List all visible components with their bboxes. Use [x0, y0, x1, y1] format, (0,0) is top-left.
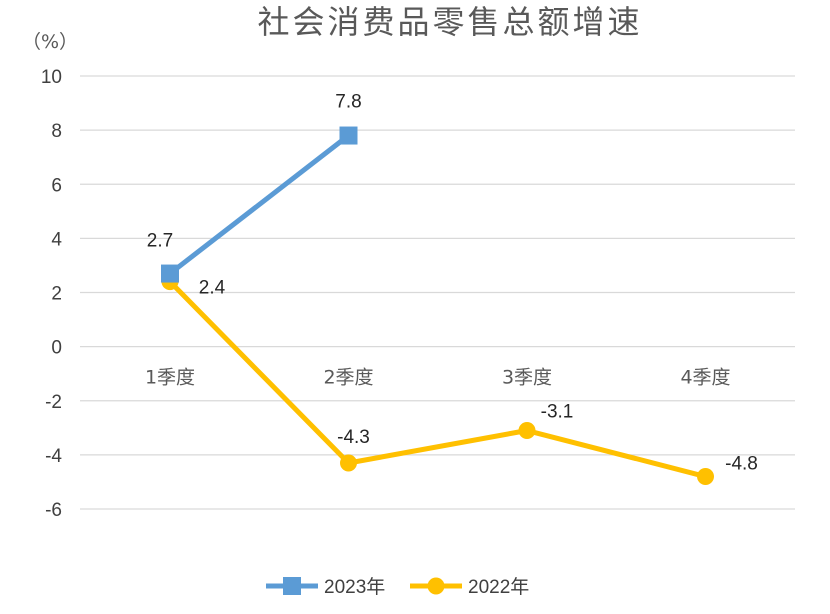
- legend-label: 2022年: [468, 576, 529, 598]
- category-label: 3季度: [502, 367, 552, 389]
- data-label: -4.3: [337, 427, 370, 448]
- data-point-marker: [340, 454, 357, 472]
- y-tick-label: -2: [45, 392, 62, 413]
- legend: 2023年 2022年: [266, 576, 529, 598]
- series-2022年: [161, 273, 714, 486]
- data-labels: 2.4 -4.3 -3.1 -4.8 2.7 7.8: [147, 92, 758, 475]
- legend-item: 2023年: [266, 576, 385, 598]
- category-label: 1季度: [145, 367, 195, 389]
- data-label: 2.4: [199, 278, 226, 299]
- series-group: [161, 126, 714, 486]
- y-tick-label: 6: [51, 175, 62, 196]
- category-label: 2季度: [323, 367, 373, 389]
- y-tick-label: 0: [51, 338, 62, 359]
- legend-item: 2022年: [410, 576, 529, 598]
- data-point-marker: [697, 468, 714, 486]
- series-line: [168, 133, 351, 276]
- y-tick-labels: 10 8 6 4 2 0 -2 -4 -6: [41, 67, 63, 521]
- data-label: -3.1: [541, 402, 574, 423]
- data-point-marker: [518, 422, 536, 440]
- series-2023年: [161, 126, 358, 283]
- y-tick-label: 10: [41, 67, 62, 88]
- y-tick-label: -4: [45, 446, 62, 467]
- data-point-marker: [339, 126, 358, 145]
- data-label: 2.7: [147, 231, 173, 252]
- y-tick-label: -6: [45, 500, 62, 521]
- y-axis-unit-label: （%）: [22, 31, 78, 53]
- legend-label: 2023年: [324, 576, 385, 598]
- category-labels: 1季度 2季度 3季度 4季度: [145, 367, 731, 389]
- category-label: 4季度: [680, 367, 730, 389]
- y-tick-label: 2: [51, 284, 62, 305]
- data-point-marker: [161, 264, 179, 283]
- grid-lines: [80, 75, 795, 510]
- y-tick-label: 4: [51, 229, 62, 250]
- legend-marker: [283, 577, 301, 595]
- series-line: [168, 279, 707, 479]
- chart-title: 社会消费品零售总额增速: [257, 3, 642, 41]
- legend-marker: [427, 577, 445, 595]
- y-tick-label: 8: [51, 121, 62, 142]
- data-label: -4.8: [725, 454, 758, 475]
- data-label: 7.8: [335, 92, 361, 113]
